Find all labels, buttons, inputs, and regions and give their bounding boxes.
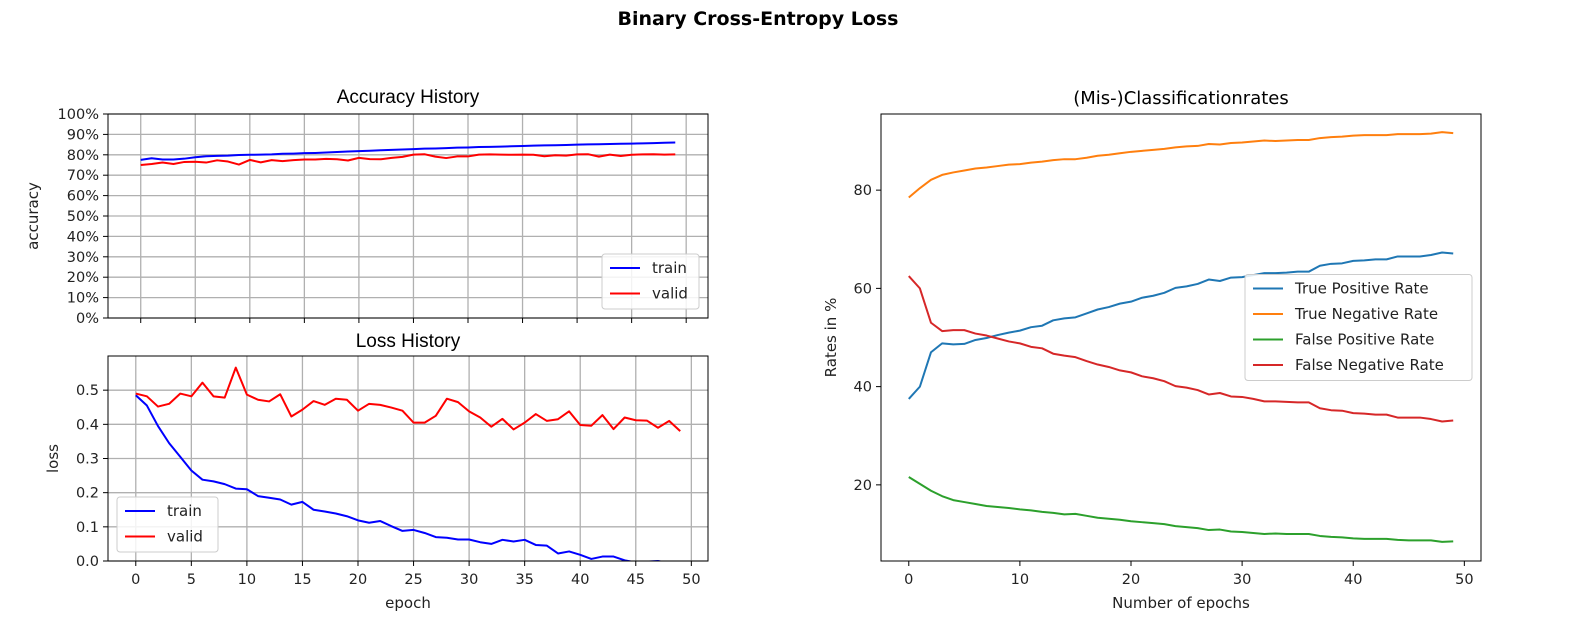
y-tick-label: 0.4: [76, 417, 99, 433]
legend-label-true-negative-rate: True Negative Rate: [1294, 305, 1438, 323]
legend: train valid: [601, 253, 700, 310]
series-line-train: [135, 394, 664, 561]
series-line-train: [140, 141, 676, 161]
x-tick-label: 35: [515, 572, 533, 588]
y-tick-label: 0.1: [76, 520, 99, 536]
x-tick-label: 30: [460, 572, 478, 588]
series-line-false-positive-rate: [908, 476, 1454, 543]
series-line-false-negative-rate: [908, 275, 1454, 423]
y-tick-label: 20%: [67, 270, 99, 286]
legend-label-valid: valid: [167, 528, 203, 546]
x-tick-label: 10: [1011, 572, 1029, 588]
y-tick-label: 80: [854, 183, 872, 199]
series-line-valid: [135, 366, 681, 432]
series-line-true-negative-rate: [908, 131, 1454, 199]
x-tick-label: 20: [349, 572, 367, 588]
y-tick-label: 0.5: [76, 383, 99, 399]
legend-frame: [1244, 274, 1473, 381]
legend-label-false-positive-rate: False Positive Rate: [1295, 331, 1434, 349]
y-tick-label: 40: [854, 380, 872, 396]
y-tick-label: 60%: [67, 189, 99, 205]
classification-rates-plot: 0 10 20 30 40 50 20 40 60 80 (Mis-)Classificationr…: [822, 88, 1482, 612]
y-tick-label: 20: [854, 478, 872, 494]
y-tick-label: 0.3: [76, 452, 99, 468]
y-axis-label: Rates in %: [822, 298, 840, 378]
legend: train valid: [116, 496, 219, 553]
series-line-valid: [140, 153, 676, 166]
y-tick-label: 80%: [67, 148, 99, 164]
y-tick-label: 90%: [67, 127, 99, 143]
y-tick-label: 0%: [76, 311, 99, 327]
y-axis-label: accuracy: [24, 182, 42, 250]
x-tick-label: 50: [682, 572, 700, 588]
loss-history-plot: 0 5 10 15 20 25 30 35 40 45 50 0.0 0.1 0.2 0.3 0.4 0.5 Lo…: [44, 331, 709, 612]
legend-label-false-negative-rate: False Negative Rate: [1295, 356, 1444, 374]
legend-label-valid: valid: [652, 285, 688, 303]
y-tick-label: 70%: [67, 168, 99, 184]
x-tick-label: 50: [1455, 572, 1473, 588]
x-tick-label: 40: [571, 572, 589, 588]
x-tick-label: 45: [627, 572, 645, 588]
y-tick-label: 0.2: [76, 486, 99, 502]
x-tick-label: 5: [187, 572, 196, 588]
legend: True Positive Rate True Negative Rate Fals…: [1244, 274, 1473, 381]
x-tick-label: 10: [238, 572, 256, 588]
x-tick-label: 40: [1344, 572, 1362, 588]
x-tick-label: 25: [404, 572, 422, 588]
series-group: [135, 366, 681, 561]
x-tick-label: 30: [1233, 572, 1251, 588]
legend-label-true-positive-rate: True Positive Rate: [1294, 280, 1429, 298]
y-tick-label: 40%: [67, 229, 99, 245]
x-tick-label: 20: [1122, 572, 1140, 588]
y-tick-label: 30%: [67, 250, 99, 266]
y-tick-label: 60: [854, 281, 872, 297]
x-tick-label: 0: [904, 572, 913, 588]
legend-label-train: train: [652, 259, 687, 277]
x-axis-label: Number of epochs: [1112, 594, 1250, 612]
x-tick-label: 15: [293, 572, 311, 588]
axes-title: Loss History: [356, 331, 461, 352]
x-axis-label: epoch: [385, 594, 431, 612]
axes-title: (Mis-)Classificationrates: [1073, 88, 1289, 109]
y-tick-label: 10%: [67, 291, 99, 307]
x-tick-label: 0: [131, 572, 140, 588]
y-tick-label: 50%: [67, 209, 99, 225]
accuracy-history-plot: 0% 10% 20% 30% 40% 50% 60% 70% 80% 90% 100% Accurac…: [24, 87, 709, 327]
series-group: [908, 131, 1454, 543]
axes-frame: [880, 113, 1482, 562]
y-tick-label: 0.0: [76, 554, 99, 570]
series-group: [140, 141, 676, 166]
figure-title: Binary Cross-Entropy Loss: [618, 8, 899, 30]
series-line-true-positive-rate: [908, 251, 1454, 400]
y-axis-label: loss: [44, 444, 62, 473]
axes-title: Accuracy History: [337, 87, 480, 108]
legend-label-train: train: [167, 502, 202, 520]
y-tick-label: 100%: [58, 107, 99, 123]
